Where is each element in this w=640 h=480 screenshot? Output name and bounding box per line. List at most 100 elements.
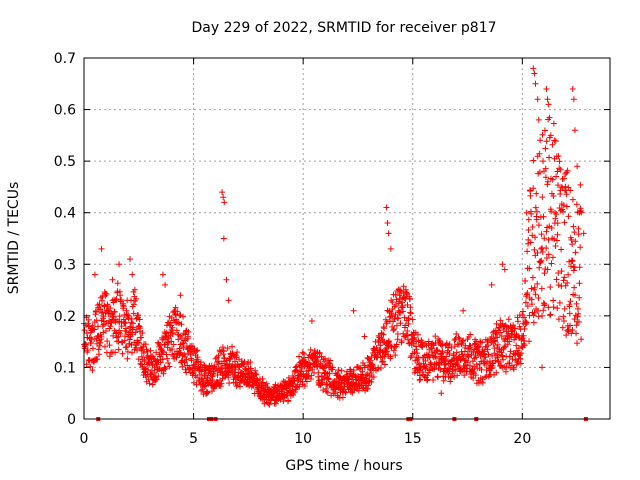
data-point: [448, 344, 455, 351]
data-point: [575, 225, 582, 232]
data-point: [203, 390, 210, 397]
data-point: [115, 346, 122, 353]
data-point: [476, 343, 483, 350]
data-point: [514, 359, 521, 366]
data-point: [399, 303, 406, 310]
data-point: [380, 331, 387, 338]
data-point: [576, 264, 583, 271]
data-point: [381, 353, 388, 360]
data-point: [398, 337, 405, 344]
data-point: [569, 196, 576, 203]
data-point: [182, 353, 189, 360]
data-point: [534, 280, 541, 287]
data-point: [558, 246, 565, 253]
data-point: [523, 319, 530, 326]
data-point: [553, 211, 560, 218]
data-point: [569, 241, 576, 248]
data-point: [133, 295, 140, 302]
data-point: [389, 312, 396, 319]
data-point: [221, 199, 228, 206]
data-point: [355, 387, 362, 394]
data-point: [558, 183, 565, 190]
data-point: [503, 364, 510, 371]
data-point: [469, 358, 476, 365]
data-point: [424, 376, 431, 383]
data-point: [329, 364, 336, 371]
data-point: [165, 360, 172, 367]
data-point: [407, 309, 414, 316]
y-tick-label: 0.1: [54, 360, 76, 376]
data-point: [536, 150, 543, 157]
data-point: [525, 216, 532, 223]
data-point: [495, 358, 502, 365]
data-point: [334, 370, 341, 377]
data-point: [204, 389, 211, 396]
data-point: [303, 359, 310, 366]
data-point: [500, 327, 507, 334]
data-point: [534, 250, 541, 257]
data-point: [542, 174, 549, 181]
data-point: [395, 315, 402, 322]
data-point: [101, 343, 108, 350]
data-point: [89, 367, 96, 374]
data-point: [533, 216, 540, 223]
data-point: [361, 364, 368, 371]
data-point: [301, 383, 308, 390]
data-point: [568, 257, 575, 264]
data-point: [162, 281, 169, 288]
data-point: [91, 326, 98, 333]
data-point: [549, 254, 556, 261]
data-point: [459, 338, 466, 345]
data-point: [253, 371, 260, 378]
data-point: [570, 96, 577, 103]
data-point: [379, 358, 386, 365]
data-point: [129, 271, 136, 278]
data-point: [570, 267, 577, 274]
data-point: [457, 356, 464, 363]
data-point: [122, 319, 129, 326]
data-point: [562, 171, 569, 178]
y-tick-label: 0.7: [54, 51, 76, 67]
data-point: [102, 327, 109, 334]
data-point: [550, 120, 557, 127]
data-point: [426, 366, 433, 373]
data-point: [565, 328, 572, 335]
data-point: [455, 334, 462, 341]
data-point: [567, 298, 574, 305]
data-point: [159, 348, 166, 355]
data-point: [470, 375, 477, 382]
data-point: [549, 141, 556, 148]
data-point: [118, 297, 125, 304]
data-point: [116, 313, 123, 320]
data-point: [560, 208, 567, 215]
data-point: [296, 353, 303, 360]
data-point: [155, 373, 162, 380]
data-point: [539, 364, 546, 371]
data-point: [432, 333, 439, 340]
data-point: [492, 338, 499, 345]
data-point: [96, 342, 103, 349]
data-point: [315, 369, 322, 376]
data-point: [540, 307, 547, 314]
data-point: [573, 300, 580, 307]
data-point: [545, 251, 552, 258]
data-point: [177, 292, 184, 299]
data-point: [550, 304, 557, 311]
data-point: [561, 305, 568, 312]
data-point: [119, 350, 126, 357]
data-point: [576, 209, 583, 216]
data-point: [453, 330, 460, 337]
data-point: [118, 323, 125, 330]
data-point: [539, 312, 546, 319]
data-point: [159, 271, 166, 278]
data-point: [572, 238, 579, 245]
data-point: [432, 353, 439, 360]
data-point: [535, 313, 542, 320]
data-point: [565, 184, 572, 191]
data-point: [89, 345, 96, 352]
data-point: [100, 329, 107, 336]
data-point: [393, 341, 400, 348]
data-point: [411, 334, 418, 341]
data-point: [555, 316, 562, 323]
data-point: [415, 337, 422, 344]
